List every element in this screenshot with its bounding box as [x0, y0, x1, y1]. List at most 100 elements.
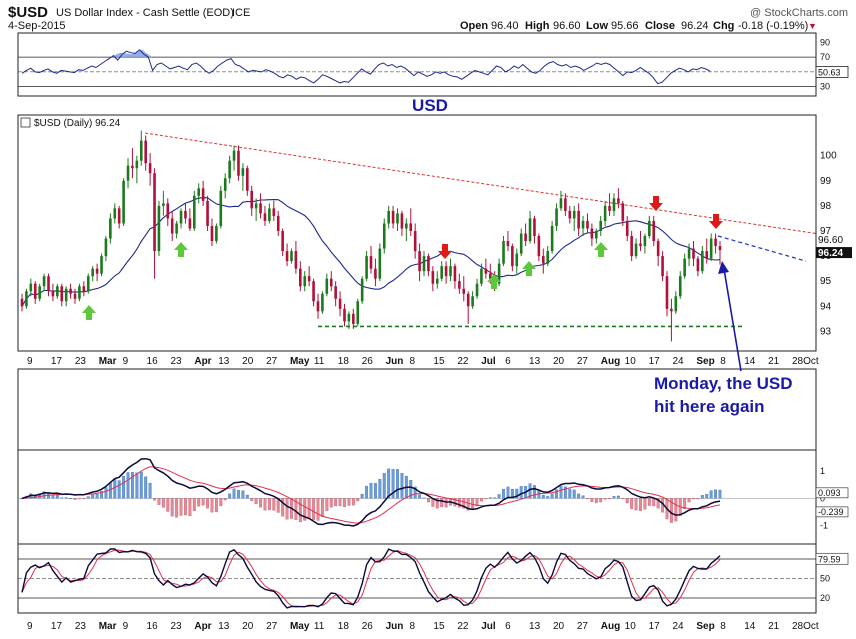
macd-histogram-bar	[365, 485, 369, 499]
price-bar-body	[356, 301, 360, 324]
price-bar-body	[254, 203, 258, 209]
price-bar-body	[564, 198, 567, 211]
macd-histogram-bar	[462, 498, 466, 509]
price-bar-body	[246, 168, 249, 191]
price-bar	[709, 233, 713, 262]
price-bar-body	[418, 251, 421, 272]
price-bar	[51, 283, 55, 302]
macd-histogram-bar	[550, 493, 554, 499]
macd-histogram-bar	[422, 497, 426, 499]
price-bar	[307, 266, 311, 287]
close-value: 96.24	[681, 20, 709, 32]
price-bar-body	[687, 248, 691, 259]
stochastic-layer: 20508079.59	[18, 548, 849, 609]
price-bar-body	[643, 236, 647, 247]
price-bar-body	[166, 203, 170, 219]
price-bar	[232, 145, 236, 171]
x-tick-label-bottom: 22	[457, 621, 469, 632]
price-bar-body	[290, 251, 293, 262]
macd-histogram-bar	[608, 498, 612, 500]
macd-histogram-bar	[692, 498, 695, 500]
price-bar	[241, 163, 245, 191]
buy-up-arrow	[487, 274, 501, 289]
macd-histogram-bar	[334, 498, 338, 507]
macd-histogram-bar	[351, 498, 355, 506]
price-bar	[276, 210, 280, 237]
stochastic-k-line	[21, 548, 721, 609]
price-bar-body	[51, 291, 55, 297]
price-bar	[299, 261, 302, 292]
x-tick-label: 17	[649, 356, 661, 367]
annotation-pointer-head	[718, 261, 729, 274]
price-bar	[422, 251, 426, 277]
x-tick-label: 11	[314, 356, 325, 367]
price-bar	[33, 281, 37, 304]
x-tick-label: 13	[218, 356, 230, 367]
price-y-tick-label: 98	[820, 201, 832, 212]
x-tick-label-bottom: 16	[147, 621, 159, 632]
price-bar	[343, 303, 346, 327]
macd-histogram-bar	[188, 498, 192, 517]
price-bar	[718, 241, 722, 265]
x-tick-label: 8	[410, 356, 416, 367]
price-bar-body	[64, 288, 68, 302]
price-y-tick-label: 99	[820, 176, 832, 187]
macd-histogram-bar	[435, 498, 439, 509]
x-tick-label-bottom: 6	[505, 621, 511, 632]
x-tick-label: May	[290, 356, 310, 367]
price-bar	[639, 230, 642, 252]
price-bar	[268, 203, 271, 224]
price-bar	[117, 205, 121, 229]
macd-histogram-bar	[347, 498, 351, 506]
price-bar	[400, 210, 404, 237]
stochastic-y-tick-label: 50	[820, 574, 830, 584]
price-bar-body	[268, 208, 271, 221]
price-bar	[360, 276, 364, 304]
stochastic-last-badge	[815, 552, 849, 565]
price-bar-body	[603, 205, 607, 221]
annotation-line-1: Monday, the USD	[654, 374, 793, 393]
price-bar	[184, 203, 187, 224]
x-tick-label-bottom: May	[290, 621, 310, 632]
price-bar	[696, 256, 700, 277]
price-bar	[568, 205, 572, 224]
price-bar-body	[33, 283, 37, 299]
macd-histogram-bar	[568, 488, 572, 499]
price-bar-body	[144, 140, 147, 164]
price-bar-body	[299, 268, 302, 287]
price-bar	[325, 273, 329, 297]
price-bar	[537, 233, 541, 262]
macd-histogram-bar	[175, 498, 179, 518]
x-tick-label: 16	[147, 356, 159, 367]
price-y-tick-label: 93	[820, 326, 832, 337]
price-bar-body	[73, 293, 77, 299]
price-bar	[515, 248, 519, 274]
price-bar-body	[47, 276, 50, 292]
price-bar	[60, 283, 64, 307]
price-bar	[303, 271, 307, 292]
price-bar	[78, 283, 81, 302]
price-bar	[409, 208, 413, 237]
price-bar	[378, 243, 382, 282]
macd-histogram-bar	[139, 471, 143, 499]
price-bar-body	[484, 268, 488, 274]
macd-histogram-bar	[281, 498, 285, 517]
price-bar-body	[577, 210, 580, 229]
price-bar	[418, 243, 421, 282]
macd-histogram-bar	[709, 490, 713, 499]
macd-histogram-bar	[272, 498, 276, 511]
macd-histogram-bar	[630, 498, 634, 509]
price-bar	[223, 173, 227, 199]
price-bar	[126, 158, 130, 189]
price-bar-body	[113, 208, 117, 219]
price-bar-body	[409, 223, 413, 231]
price-bar	[153, 168, 156, 279]
price-bar-body	[228, 160, 231, 179]
macd-histogram-bar	[259, 498, 263, 508]
annotation-line-2: hit here again	[654, 397, 765, 416]
macd-histogram-bar	[285, 498, 289, 520]
price-bar	[705, 238, 709, 264]
sell-down-arrow	[649, 196, 663, 211]
price-bar-body	[343, 308, 346, 322]
high-value: 96.60	[553, 20, 581, 32]
